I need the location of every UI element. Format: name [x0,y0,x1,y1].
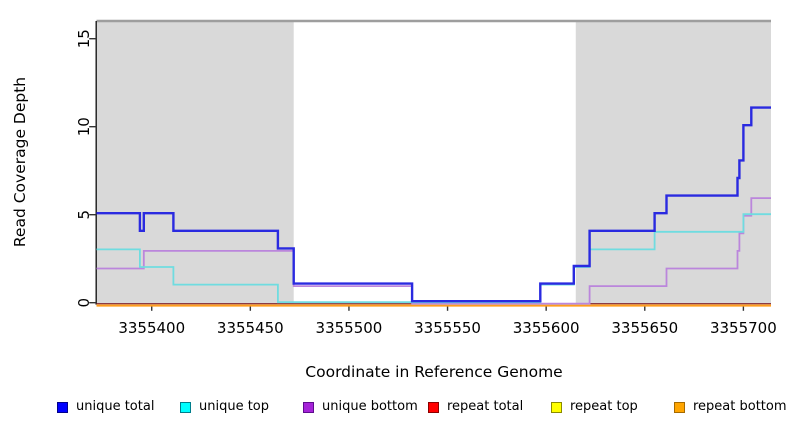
x-tick-label: 3355450 [217,319,284,337]
y-tick-label: 10 [75,117,93,136]
legend-item-unique-top: unique top [180,399,269,415]
repeat-region-shade [575,22,771,304]
repeat-bottom-swatch-icon [674,401,685,413]
x-axis-title: Coordinate in Reference Genome [305,363,563,381]
x-tick-label: 3355550 [414,319,481,337]
repeat-total-swatch-icon [428,401,439,413]
x-tick-label: 3355500 [316,319,383,337]
x-tick-label: 3355700 [710,319,777,337]
legend-label: unique total [76,399,155,414]
series-line-unique-total [96,106,771,303]
legend-item-repeat-top: repeat top [551,399,638,415]
y-axis-title: Read Coverage Depth [11,76,29,248]
legend: unique total unique top unique bottom re… [0,399,792,419]
y-tick-label: 0 [75,298,93,308]
legend-label: repeat bottom [693,399,787,414]
repeat-top-swatch-icon [551,401,562,413]
x-tick-label: 3355600 [513,319,580,337]
legend-item-unique-total: unique total [57,399,154,415]
unique-bottom-swatch-icon [303,401,314,413]
legend-label: unique bottom [322,399,418,414]
repeat-region-shade [96,22,294,304]
y-tick-label: 5 [75,210,93,220]
legend-label: repeat total [447,399,524,414]
legend-item-repeat-total: repeat total [428,399,523,415]
legend-item-unique-bottom: unique bottom [303,399,418,415]
legend-label: unique top [199,399,270,414]
unique-top-swatch-icon [180,401,191,413]
legend-label: repeat top [570,399,638,414]
x-tick-label: 3355400 [118,319,185,337]
x-tick-label: 3355650 [611,319,678,337]
y-tick-label: 15 [75,29,93,48]
legend-item-repeat-bottom: repeat bottom [674,399,787,415]
unique-total-swatch-icon [57,401,68,413]
